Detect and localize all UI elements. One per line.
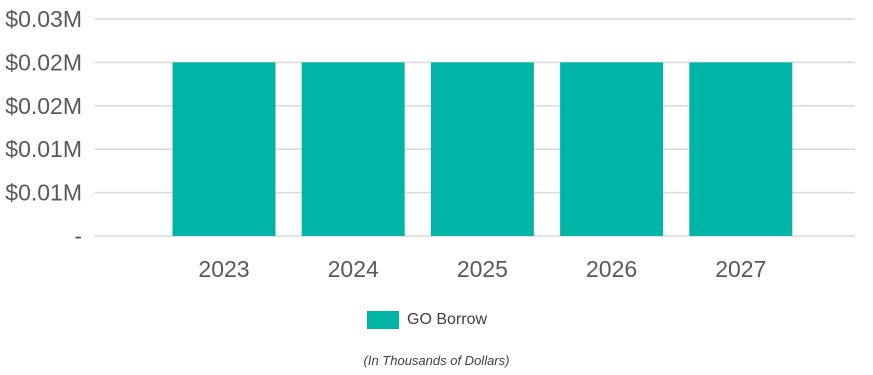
y-tick-label: $0.01M — [5, 180, 82, 206]
x-tick-label: 2026 — [586, 256, 637, 282]
legend-swatch — [367, 311, 399, 329]
x-axis-ticks: 2023 2024 2025 2026 2027 — [198, 256, 766, 282]
bar-2025 — [430, 62, 534, 237]
y-tick-label: $0.03M — [5, 6, 82, 32]
y-tick-label: - — [74, 223, 82, 249]
y-axis-ticks: - $0.01M $0.01M $0.02M $0.02M $0.03M — [5, 6, 82, 249]
bar-chart: - $0.01M $0.01M $0.02M $0.02M $0.03M 2023 2024… — [5, 6, 855, 282]
legend-label: GO Borrow — [407, 311, 488, 328]
bar-2024 — [301, 62, 405, 237]
bar-2023 — [172, 62, 276, 237]
x-tick-label: 2027 — [715, 256, 766, 282]
bar-2027 — [689, 62, 793, 237]
x-tick-label: 2025 — [457, 256, 508, 282]
x-tick-label: 2024 — [328, 256, 379, 282]
chart-footnote: (In Thousands of Dollars) — [363, 353, 510, 368]
x-tick-label: 2023 — [198, 256, 249, 282]
y-tick-label: $0.02M — [5, 49, 82, 75]
y-tick-label: $0.01M — [5, 136, 82, 162]
bar-2026 — [560, 62, 664, 237]
legend: GO Borrow — [367, 311, 487, 329]
y-tick-label: $0.02M — [5, 93, 82, 119]
bars — [172, 62, 793, 237]
